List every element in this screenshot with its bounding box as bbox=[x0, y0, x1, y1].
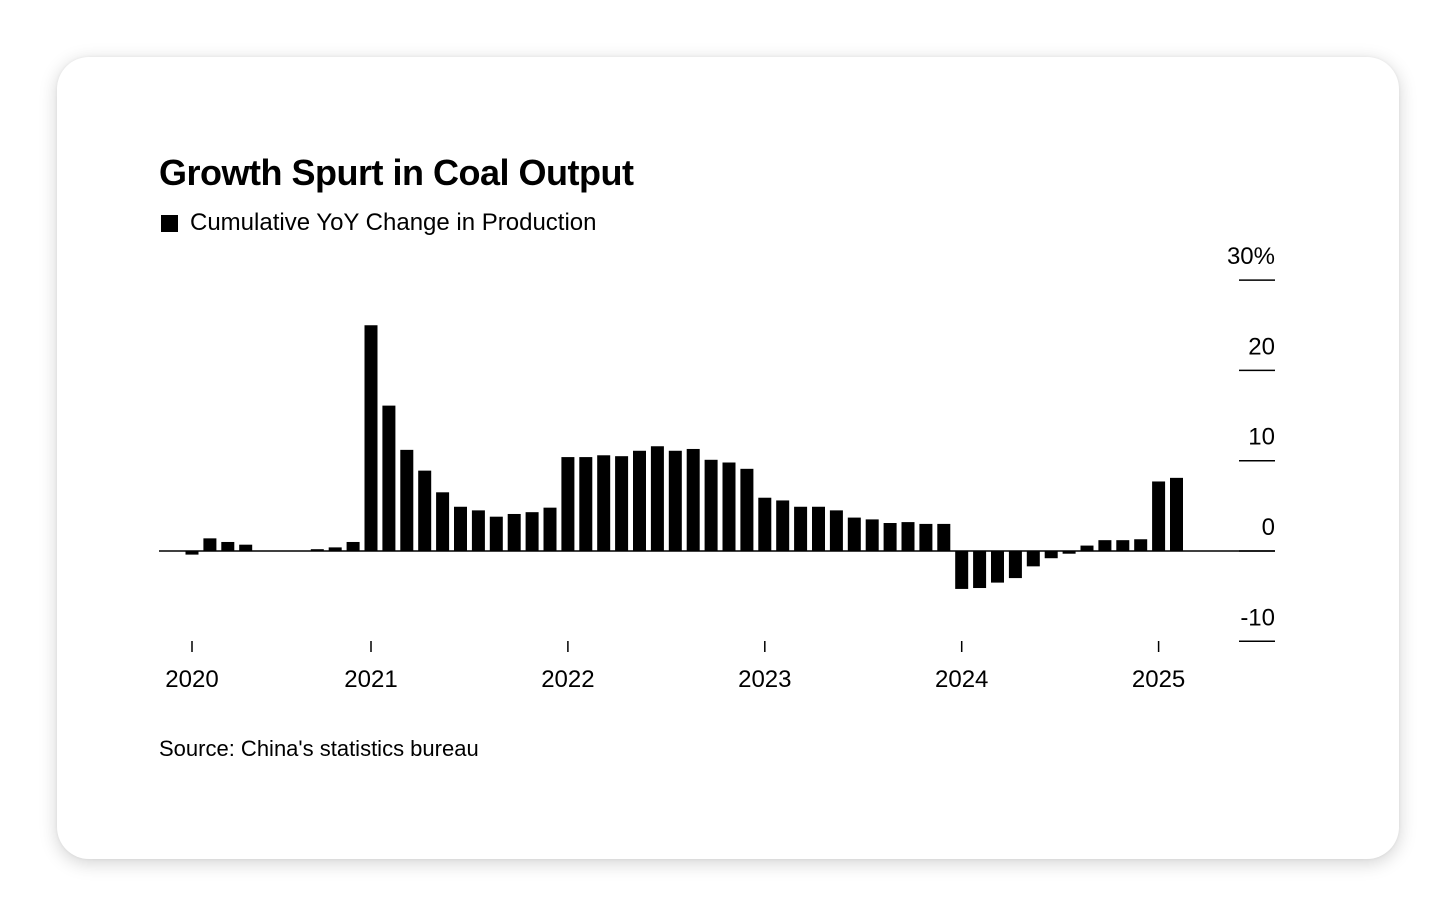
bar bbox=[239, 544, 253, 551]
bar bbox=[722, 462, 736, 551]
bar bbox=[597, 455, 611, 551]
bar bbox=[346, 541, 360, 551]
legend: Cumulative YoY Change in Production bbox=[161, 209, 597, 237]
legend-swatch bbox=[161, 214, 178, 232]
x-tick-label: 2023 bbox=[738, 666, 791, 693]
bar bbox=[776, 500, 790, 551]
bar bbox=[937, 523, 951, 551]
bar bbox=[1026, 551, 1040, 567]
source-note: Source: China's statistics bureau bbox=[159, 736, 479, 761]
x-tick-label: 2025 bbox=[1132, 666, 1185, 693]
bar bbox=[973, 551, 987, 589]
bar bbox=[991, 551, 1004, 583]
bar bbox=[758, 497, 772, 551]
bar bbox=[865, 519, 879, 551]
bar bbox=[1062, 551, 1076, 554]
bar bbox=[901, 522, 915, 551]
bar bbox=[686, 448, 700, 551]
y-tick-label: -10 bbox=[1240, 604, 1275, 631]
bar bbox=[650, 446, 664, 551]
chart-card bbox=[57, 57, 1399, 859]
bar bbox=[1098, 540, 1112, 551]
bar bbox=[400, 449, 414, 551]
bar bbox=[543, 507, 557, 551]
chart-title: Growth Spurt in Coal Output bbox=[159, 152, 634, 193]
bar bbox=[883, 523, 897, 551]
bar bbox=[794, 506, 808, 551]
bar bbox=[633, 450, 646, 551]
bar bbox=[1044, 551, 1058, 559]
bar bbox=[579, 457, 593, 551]
bar bbox=[471, 510, 485, 551]
y-tick-label: 0 bbox=[1262, 514, 1275, 541]
bar bbox=[1008, 551, 1022, 579]
bar bbox=[310, 549, 324, 551]
bar bbox=[919, 523, 933, 551]
bar bbox=[1152, 481, 1166, 551]
bar bbox=[615, 456, 629, 551]
y-tick-label: 20 bbox=[1248, 333, 1275, 360]
y-tick-label: 10 bbox=[1248, 424, 1275, 451]
bar bbox=[1080, 545, 1094, 551]
bar bbox=[221, 541, 235, 551]
bar bbox=[525, 512, 539, 551]
bar bbox=[704, 459, 718, 551]
x-tick-label: 2021 bbox=[344, 666, 397, 693]
bar bbox=[328, 547, 342, 551]
bar bbox=[454, 506, 467, 551]
bar bbox=[1134, 539, 1148, 551]
y-tick-label: 30% bbox=[1227, 243, 1275, 270]
bar bbox=[812, 506, 825, 551]
bar bbox=[668, 450, 682, 551]
bar bbox=[955, 551, 969, 589]
bar bbox=[507, 513, 521, 551]
bar bbox=[364, 325, 378, 551]
bar bbox=[561, 457, 575, 551]
bar bbox=[829, 510, 843, 551]
bar bbox=[740, 468, 754, 551]
bar bbox=[436, 492, 450, 551]
legend-label: Cumulative YoY Change in Production bbox=[190, 209, 597, 236]
bar bbox=[185, 551, 199, 555]
bar bbox=[382, 405, 396, 551]
bar bbox=[847, 517, 861, 551]
bar bbox=[203, 538, 217, 551]
x-tick-label: 2022 bbox=[541, 666, 594, 693]
bar bbox=[489, 516, 503, 551]
x-tick-label: 2024 bbox=[935, 666, 988, 693]
x-tick-label: 2020 bbox=[165, 666, 218, 693]
bar bbox=[418, 470, 432, 551]
bar bbox=[1170, 477, 1183, 551]
bar bbox=[1116, 540, 1130, 551]
